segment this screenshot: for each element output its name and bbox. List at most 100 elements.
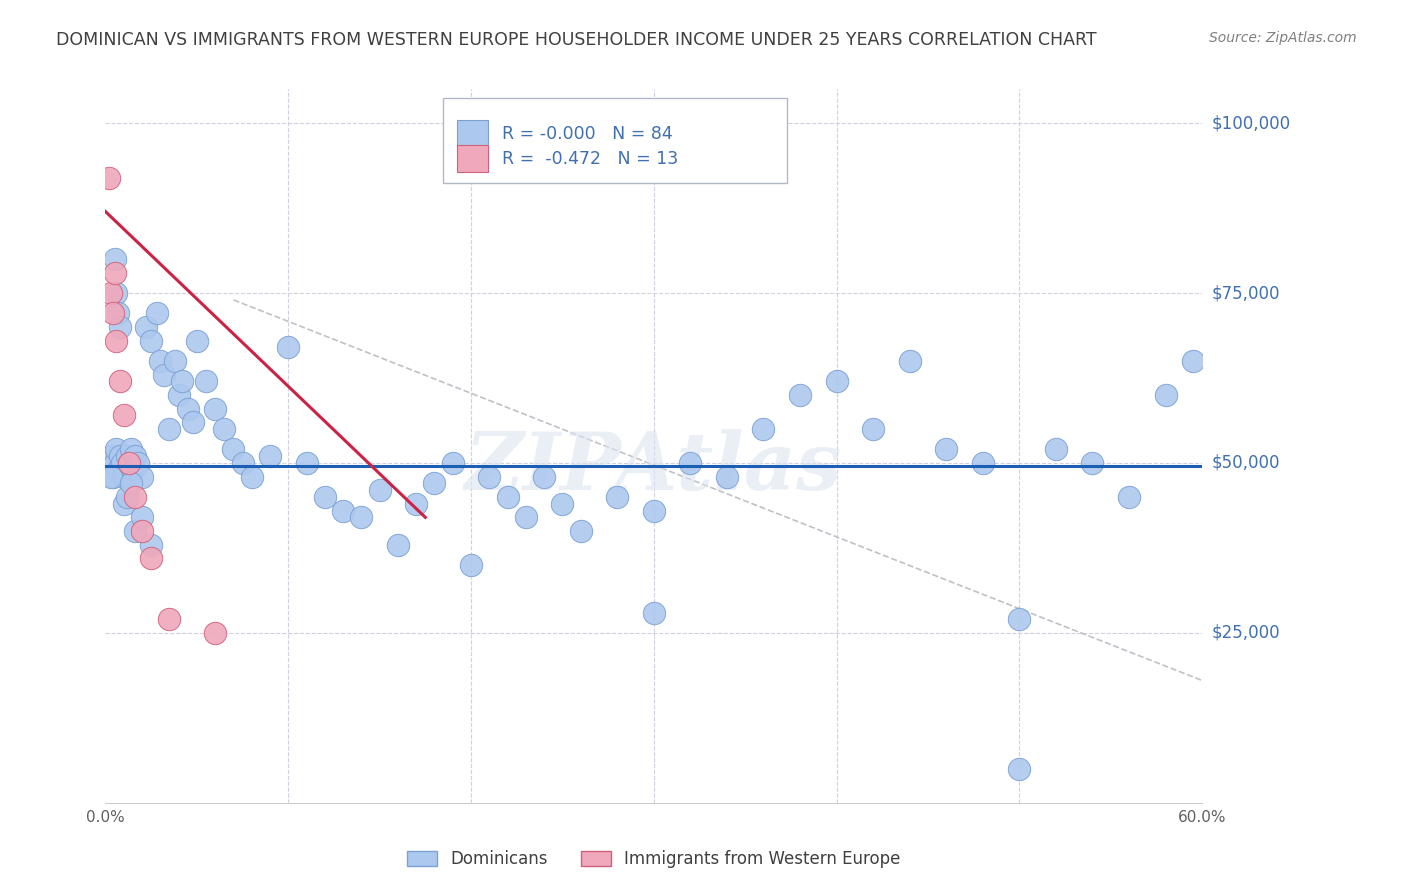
Point	[159, 422, 180, 436]
Point	[141, 334, 162, 348]
Point	[643, 503, 665, 517]
Point	[145, 306, 167, 320]
Point	[181, 415, 204, 429]
Point	[167, 388, 190, 402]
Point	[231, 456, 253, 470]
Point	[533, 469, 555, 483]
Point	[679, 456, 702, 470]
Point	[100, 286, 122, 301]
Point	[120, 442, 142, 457]
Point	[120, 476, 142, 491]
Point	[131, 524, 153, 538]
Point	[172, 375, 194, 389]
Point	[496, 490, 519, 504]
Point	[1081, 456, 1104, 470]
Point	[107, 306, 129, 320]
Point	[135, 320, 157, 334]
Point	[935, 442, 957, 457]
Point	[898, 354, 921, 368]
Point	[295, 456, 318, 470]
Point	[117, 449, 139, 463]
Text: Source: ZipAtlas.com: Source: ZipAtlas.com	[1209, 31, 1357, 45]
Point	[1008, 612, 1031, 626]
Point	[118, 456, 141, 470]
Point	[387, 537, 409, 551]
Point	[111, 456, 134, 470]
Point	[515, 510, 537, 524]
Point	[460, 558, 482, 572]
Point	[104, 252, 127, 266]
Point	[222, 442, 245, 457]
Point	[314, 490, 336, 504]
Point	[107, 463, 129, 477]
Point	[972, 456, 994, 470]
Point	[108, 320, 131, 334]
Point	[159, 612, 180, 626]
Text: $100,000: $100,000	[1212, 114, 1291, 132]
Point	[214, 422, 236, 436]
Point	[108, 375, 131, 389]
Point	[423, 476, 446, 491]
Point	[108, 449, 131, 463]
Point	[405, 497, 427, 511]
Point	[163, 354, 186, 368]
Point	[643, 606, 665, 620]
Point	[789, 388, 811, 402]
Point	[100, 449, 122, 463]
Point	[259, 449, 281, 463]
Point	[551, 497, 574, 511]
Text: $50,000: $50,000	[1212, 454, 1281, 472]
Point	[112, 409, 135, 423]
Point	[177, 401, 200, 416]
Point	[100, 469, 122, 483]
Point	[1118, 490, 1140, 504]
Point	[118, 456, 141, 470]
Point	[131, 510, 153, 524]
Text: $75,000: $75,000	[1212, 284, 1281, 302]
Text: R =  -0.472   N = 13: R = -0.472 N = 13	[502, 150, 678, 168]
Point	[105, 286, 128, 301]
Point	[101, 469, 124, 483]
Text: $25,000: $25,000	[1212, 624, 1281, 642]
Point	[368, 483, 391, 498]
Point	[98, 170, 121, 185]
Point	[141, 537, 162, 551]
Legend: Dominicans, Immigrants from Western Europe: Dominicans, Immigrants from Western Euro…	[398, 842, 910, 877]
Point	[862, 422, 884, 436]
Point	[277, 341, 299, 355]
Point	[350, 510, 373, 524]
Point	[105, 442, 128, 457]
Point	[441, 456, 464, 470]
Point	[149, 354, 172, 368]
Point	[204, 626, 226, 640]
Point	[112, 497, 135, 511]
Text: DOMINICAN VS IMMIGRANTS FROM WESTERN EUROPE HOUSEHOLDER INCOME UNDER 25 YEARS CO: DOMINICAN VS IMMIGRANTS FROM WESTERN EUR…	[56, 31, 1097, 49]
Point	[124, 490, 146, 504]
Point	[153, 368, 176, 382]
Point	[131, 469, 153, 483]
Text: ZIPAtlas: ZIPAtlas	[465, 429, 842, 506]
Point	[1181, 354, 1204, 368]
Point	[204, 401, 226, 416]
Point	[1008, 762, 1031, 776]
Point	[117, 490, 139, 504]
Point	[124, 524, 146, 538]
Point	[121, 463, 145, 477]
Point	[112, 469, 135, 483]
Point	[332, 503, 354, 517]
Point	[716, 469, 738, 483]
Point	[186, 334, 208, 348]
Point	[606, 490, 628, 504]
Point	[569, 524, 592, 538]
Point	[104, 456, 127, 470]
Point	[101, 306, 124, 320]
Text: R = -0.000   N = 84: R = -0.000 N = 84	[502, 125, 672, 143]
Point	[127, 456, 149, 470]
Point	[194, 375, 217, 389]
Point	[1154, 388, 1177, 402]
Point	[1045, 442, 1067, 457]
Point	[124, 449, 146, 463]
Point	[478, 469, 501, 483]
Point	[752, 422, 775, 436]
Point	[105, 334, 128, 348]
